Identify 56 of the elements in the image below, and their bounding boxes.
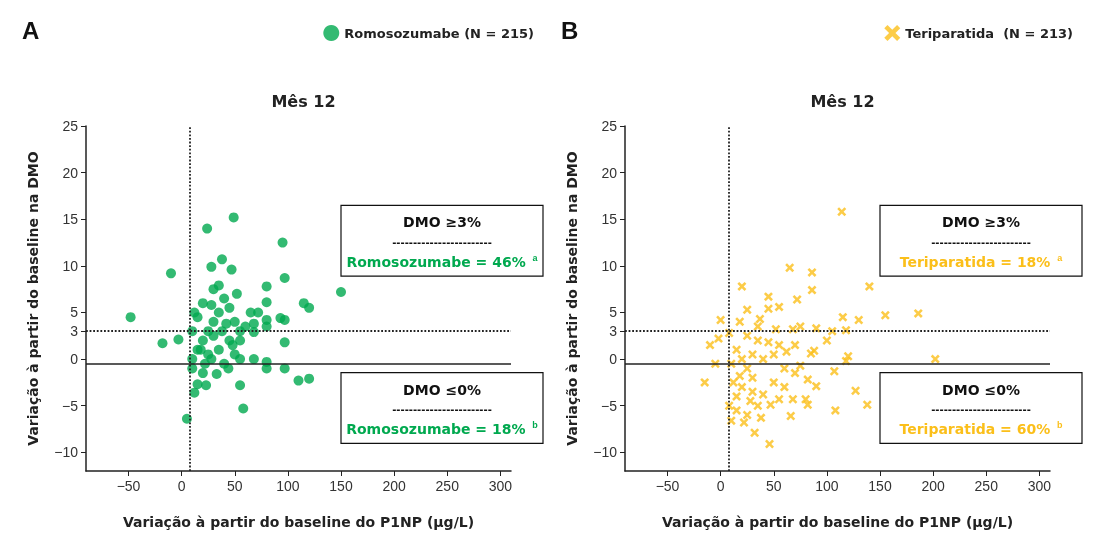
x-axis-title: Variação à partir do baseline do P1NP (µg/L) [661, 514, 1014, 530]
annotation: Teriparatida = 60% b [899, 420, 1064, 438]
text: B [561, 16, 579, 44]
x-tick-label: 150 [868, 478, 892, 494]
y-tick-label: 0 [609, 351, 618, 368]
y-tick-label: 25 [601, 118, 618, 134]
y-tick-label: 3 [609, 323, 618, 340]
annotation: ------------------------ [392, 236, 492, 248]
x-tick-label: 300 [1027, 478, 1052, 494]
y-tick-label: 5 [609, 304, 618, 321]
y-tick-label: 25 [62, 118, 79, 134]
chart-title: Mês 12 [271, 91, 336, 111]
y-tick-label: −5 [62, 397, 79, 414]
x-axis-title: Variação à partir do baseline do P1NP (µg/L) [122, 514, 475, 530]
y-tick-label: −10 [54, 444, 79, 461]
annotation: ------------------------ [931, 236, 1031, 248]
legend-label: Teriparatida (N = 213) [905, 25, 1073, 41]
x-tick-label: 100 [815, 478, 839, 494]
y-tick-label: 10 [601, 257, 618, 274]
x-tick-label: 0 [716, 478, 725, 494]
x-tick-label: 50 [226, 478, 243, 494]
y-tick-label: 20 [601, 164, 618, 181]
y-tick-label: 5 [70, 304, 79, 321]
y-tick-label: 15 [601, 211, 618, 228]
annotation: Teriparatida = 18% a [899, 252, 1064, 270]
chart-title: Mês 12 [810, 91, 875, 111]
x-tick-label: 150 [329, 478, 353, 494]
y-tick-label: 15 [62, 211, 79, 228]
annotation: DMO ≤0% [942, 381, 1020, 398]
x-tick-label: 250 [974, 478, 999, 494]
x-tick-label: 100 [276, 478, 300, 494]
y-axis-title: Variação à partir do baseline na DMO [25, 151, 41, 446]
y-tick-label: 0 [70, 351, 79, 368]
y-tick-label: 3 [70, 323, 79, 340]
annotation: DMO ≤0% [403, 381, 481, 398]
x-tick-label: 50 [765, 478, 782, 494]
annotation: Romosozumabe = 18% b [346, 420, 539, 438]
annotation: DMO ≥3% [403, 214, 481, 231]
annotation: ------------------------ [392, 403, 492, 415]
x-tick-label: 300 [488, 478, 513, 494]
x-tick-label: −50 [116, 478, 141, 494]
x-tick-label: 250 [435, 478, 460, 494]
annotation: ------------------------ [931, 403, 1031, 415]
x-tick-label: 200 [921, 478, 946, 494]
y-tick-label: 20 [62, 164, 79, 181]
y-tick-label: −5 [601, 397, 618, 414]
x-tick-label: −50 [655, 478, 680, 494]
x-tick-label: 200 [382, 478, 407, 494]
annotation: Romosozumabe = 46% a [346, 252, 539, 270]
legend-label: Romosozumabe (N = 215) [344, 25, 534, 41]
y-axis-title: Variação à partir do baseline na DMO [564, 151, 580, 446]
y-tick-label: 10 [62, 257, 79, 274]
annotation: DMO ≥3% [942, 214, 1020, 231]
x-tick-label: 0 [177, 478, 186, 494]
y-tick-label: −10 [593, 444, 618, 461]
text: A [22, 16, 40, 44]
